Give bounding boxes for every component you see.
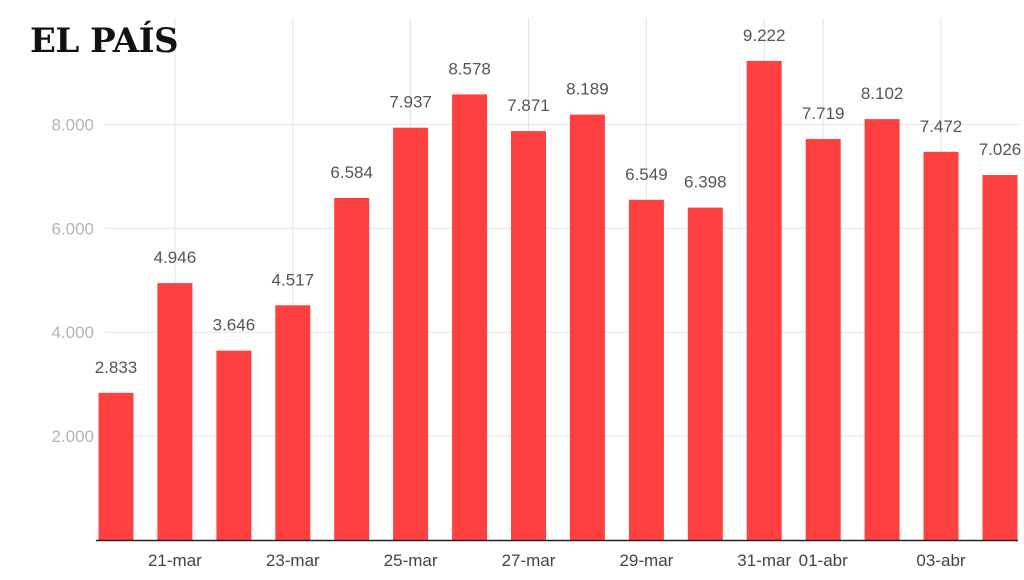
value-label-01-abr: 7.719 (802, 104, 845, 123)
y-tick-label: 6.000 (51, 219, 94, 238)
value-label-28-mar: 8.189 (566, 80, 609, 99)
x-tick-label: 03-abr (916, 551, 965, 570)
bar-29-mar (628, 199, 664, 541)
x-tick-label: 01-abr (799, 551, 848, 570)
bar-20-mar (98, 392, 134, 540)
value-label-23-mar: 4.517 (272, 270, 315, 289)
bar-27-mar (511, 131, 546, 540)
bar-25-mar (393, 127, 429, 540)
bar-03-abr (923, 151, 959, 541)
y-axis-ticks: 2.000 4.000 6.000 8.000 (51, 115, 94, 446)
y-tick-label: 4.000 (51, 323, 94, 342)
value-label-31-mar: 9.222 (743, 26, 786, 45)
bar-30-mar (687, 207, 723, 540)
value-label-02-abr: 8.102 (861, 84, 904, 103)
value-label-03-abr: 7.472 (920, 117, 963, 136)
bar-01-abr (805, 139, 841, 540)
x-tick-label: 23-mar (266, 551, 320, 570)
bar-21-mar (157, 283, 193, 540)
x-tick-label: 27-mar (502, 551, 556, 570)
bar-31-mar (746, 60, 782, 541)
value-label-21-mar: 4.946 (154, 248, 197, 267)
bar-04-abr (982, 175, 1018, 540)
bar-22-mar (216, 350, 252, 540)
bar-24-mar (334, 198, 370, 540)
value-label-25-mar: 7.937 (389, 93, 432, 112)
value-label-24-mar: 6.584 (330, 163, 373, 182)
value-label-20-mar: 2.833 (95, 358, 138, 377)
value-label-04-abr: 7.026 (979, 140, 1022, 159)
value-labels: 2.833 4.946 3.646 4.517 6.584 7.937 8.578 7.871… (95, 26, 1022, 377)
x-axis-ticks: 21-mar 23-mar 25-mar 27-mar 29-mar 31-mar 01-a… (148, 551, 966, 570)
bar-28-mar (569, 114, 605, 540)
bar-23-mar (275, 305, 311, 540)
value-label-27-mar: 7.871 (507, 96, 550, 115)
y-tick-label: 8.000 (51, 115, 94, 134)
x-tick-label: 31-mar (737, 551, 791, 570)
value-label-29-mar: 6.549 (625, 165, 668, 184)
bar-02-abr (864, 119, 900, 540)
bar-26-mar (452, 94, 488, 541)
value-label-26-mar: 8.578 (448, 59, 491, 78)
x-tick-label: 29-mar (619, 551, 673, 570)
x-tick-label: 21-mar (148, 551, 202, 570)
value-label-22-mar: 3.646 (213, 316, 256, 335)
y-tick-label: 2.000 (51, 427, 94, 446)
el-pais-logo: EL PAÍS (30, 21, 179, 61)
value-label-30-mar: 6.398 (684, 173, 727, 192)
bars (98, 60, 1018, 541)
x-tick-label: 25-mar (384, 551, 438, 570)
